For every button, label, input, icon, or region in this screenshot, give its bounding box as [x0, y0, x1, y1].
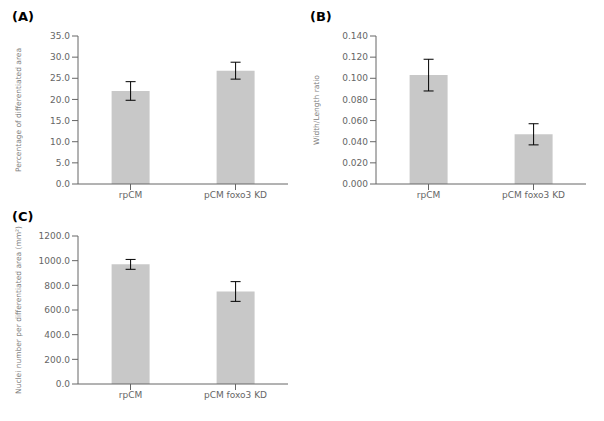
svg-text:0.0: 0.0 [56, 379, 71, 389]
svg-text:35.0: 35.0 [50, 31, 70, 41]
svg-text:rpCM: rpCM [417, 190, 440, 200]
svg-text:1000.0: 1000.0 [39, 256, 71, 266]
html-text:(A): (A) [12, 9, 34, 24]
svg-text:pCM foxo3 KD: pCM foxo3 KD [204, 190, 267, 200]
html-text:(C): (C) [12, 209, 34, 224]
svg-text:Nuclei number per differentiat: Nuclei number per differentiated area (m… [14, 226, 23, 394]
svg-text:Percentage of differentiated a: Percentage of differentiated area [14, 48, 23, 172]
svg-text:0.080: 0.080 [342, 95, 368, 105]
svg-text:0.120: 0.120 [342, 52, 368, 62]
svg-text:800.0: 800.0 [44, 281, 70, 291]
svg-text:rpCM: rpCM [119, 190, 142, 200]
svg-text:0.060: 0.060 [342, 116, 368, 126]
svg-text:0.000: 0.000 [342, 179, 368, 189]
svg-text:25.0: 25.0 [50, 73, 70, 83]
svg-text:600.0: 600.0 [44, 305, 70, 315]
svg-text:1200.0: 1200.0 [39, 231, 71, 241]
svg-text:0.100: 0.100 [342, 73, 368, 83]
svg-text:30.0: 30.0 [50, 52, 70, 62]
html-text:(B): (B) [310, 9, 332, 24]
svg-text:15.0: 15.0 [50, 116, 70, 126]
svg-text:5.0: 5.0 [56, 158, 71, 168]
svg-text:Width/Length ratio: Width/Length ratio [312, 75, 321, 145]
svg-text:pCM foxo3 KD: pCM foxo3 KD [502, 190, 565, 200]
svg-text:pCM foxo3 KD: pCM foxo3 KD [204, 390, 267, 400]
svg-text:400.0: 400.0 [44, 330, 70, 340]
svg-text:0.0: 0.0 [56, 179, 71, 189]
svg-text:0.140: 0.140 [342, 31, 368, 41]
svg-text:20.0: 20.0 [50, 95, 70, 105]
svg-text:200.0: 200.0 [44, 355, 70, 365]
svg-text:0.020: 0.020 [342, 158, 368, 168]
svg-text:rpCM: rpCM [119, 390, 142, 400]
svg-text:10.0: 10.0 [50, 137, 70, 147]
svg-text:0.040: 0.040 [342, 137, 368, 147]
